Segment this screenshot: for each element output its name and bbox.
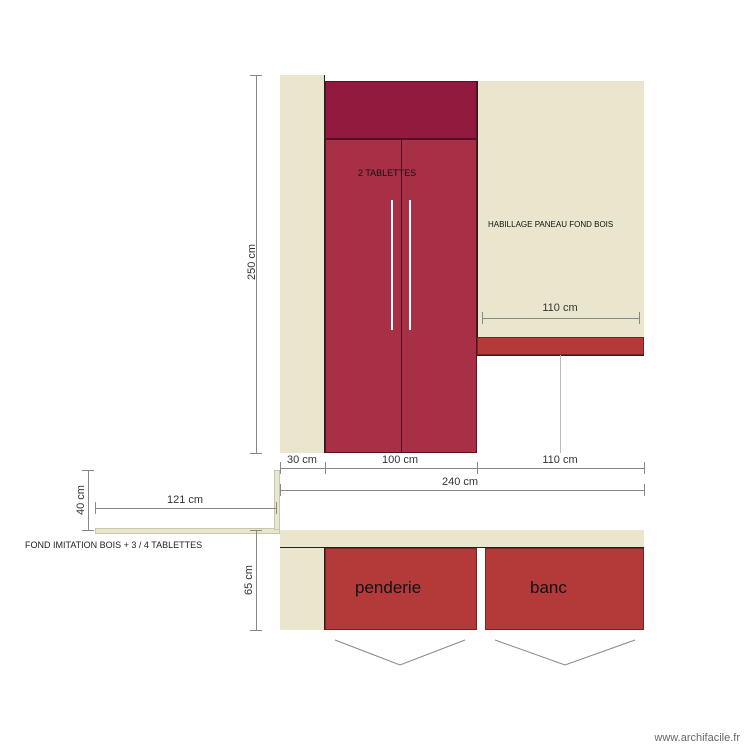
dim-65-t1 [250, 530, 262, 531]
dim-100-label: 100 cm [370, 454, 430, 466]
dim-110-label: 110 cm [530, 454, 590, 466]
top-red-block [325, 81, 477, 139]
banc-label: banc [530, 578, 567, 598]
dim-110-line [477, 468, 644, 469]
dim-row1-t2 [325, 462, 326, 474]
dim-65-label: 65 cm [243, 555, 255, 605]
dim-250-t1 [250, 75, 262, 76]
dim-121-t2 [276, 502, 277, 514]
dim-250-label: 250 cm [246, 232, 258, 292]
dim-110-inner-line [482, 318, 639, 319]
dim-250-t2 [250, 453, 262, 454]
counter-red [477, 337, 644, 355]
dim-110-inner-tick1 [482, 312, 483, 324]
dim-121-line [95, 508, 276, 509]
dim-row1-t1 [280, 462, 281, 474]
dim-240-t1 [280, 484, 281, 496]
left-strip [280, 75, 325, 453]
label-habillage: HABILLAGE PANEAU FOND BOIS [488, 220, 613, 229]
dim-30-line [280, 468, 325, 469]
door-handle-right [409, 200, 411, 330]
dim-121-t1 [95, 502, 96, 514]
bracket-vertical [274, 470, 280, 530]
footer-url: www.archifacile.fr [654, 732, 740, 744]
dim-65-t2 [250, 630, 262, 631]
gap-white [477, 548, 485, 630]
note-fond-imitation: FOND IMITATION BOIS + 3 / 4 TABLETTES [25, 540, 202, 550]
counter-split [560, 355, 561, 453]
dim-65-line [256, 530, 257, 630]
lower-left-col [280, 548, 325, 630]
dim-240-t2 [644, 484, 645, 496]
dim-110-inner-label: 110 cm [530, 302, 590, 314]
dim-40-t1 [82, 470, 94, 471]
bracket-horizontal [95, 528, 280, 534]
dim-40-t2 [82, 530, 94, 531]
dim-40-label: 40 cm [75, 475, 87, 525]
door-split [401, 139, 402, 453]
dim-30-label: 30 cm [282, 454, 322, 466]
penderie-label: penderie [355, 578, 421, 598]
dim-110-inner-tick2 [639, 312, 640, 324]
dim-40-line [88, 470, 89, 530]
right-cream-panel [477, 81, 644, 337]
dim-121-label: 121 cm [155, 494, 215, 506]
door-handle-left [391, 200, 393, 330]
dim-row1-t4 [644, 462, 645, 474]
dim-240-label: 240 cm [430, 476, 490, 488]
dim-row1-t3 [477, 462, 478, 474]
dim-240-line [280, 490, 644, 491]
label-tablettes: 2 TABLETTES [358, 168, 416, 178]
dim-100-line [325, 468, 477, 469]
lower-top-strip [280, 530, 644, 548]
